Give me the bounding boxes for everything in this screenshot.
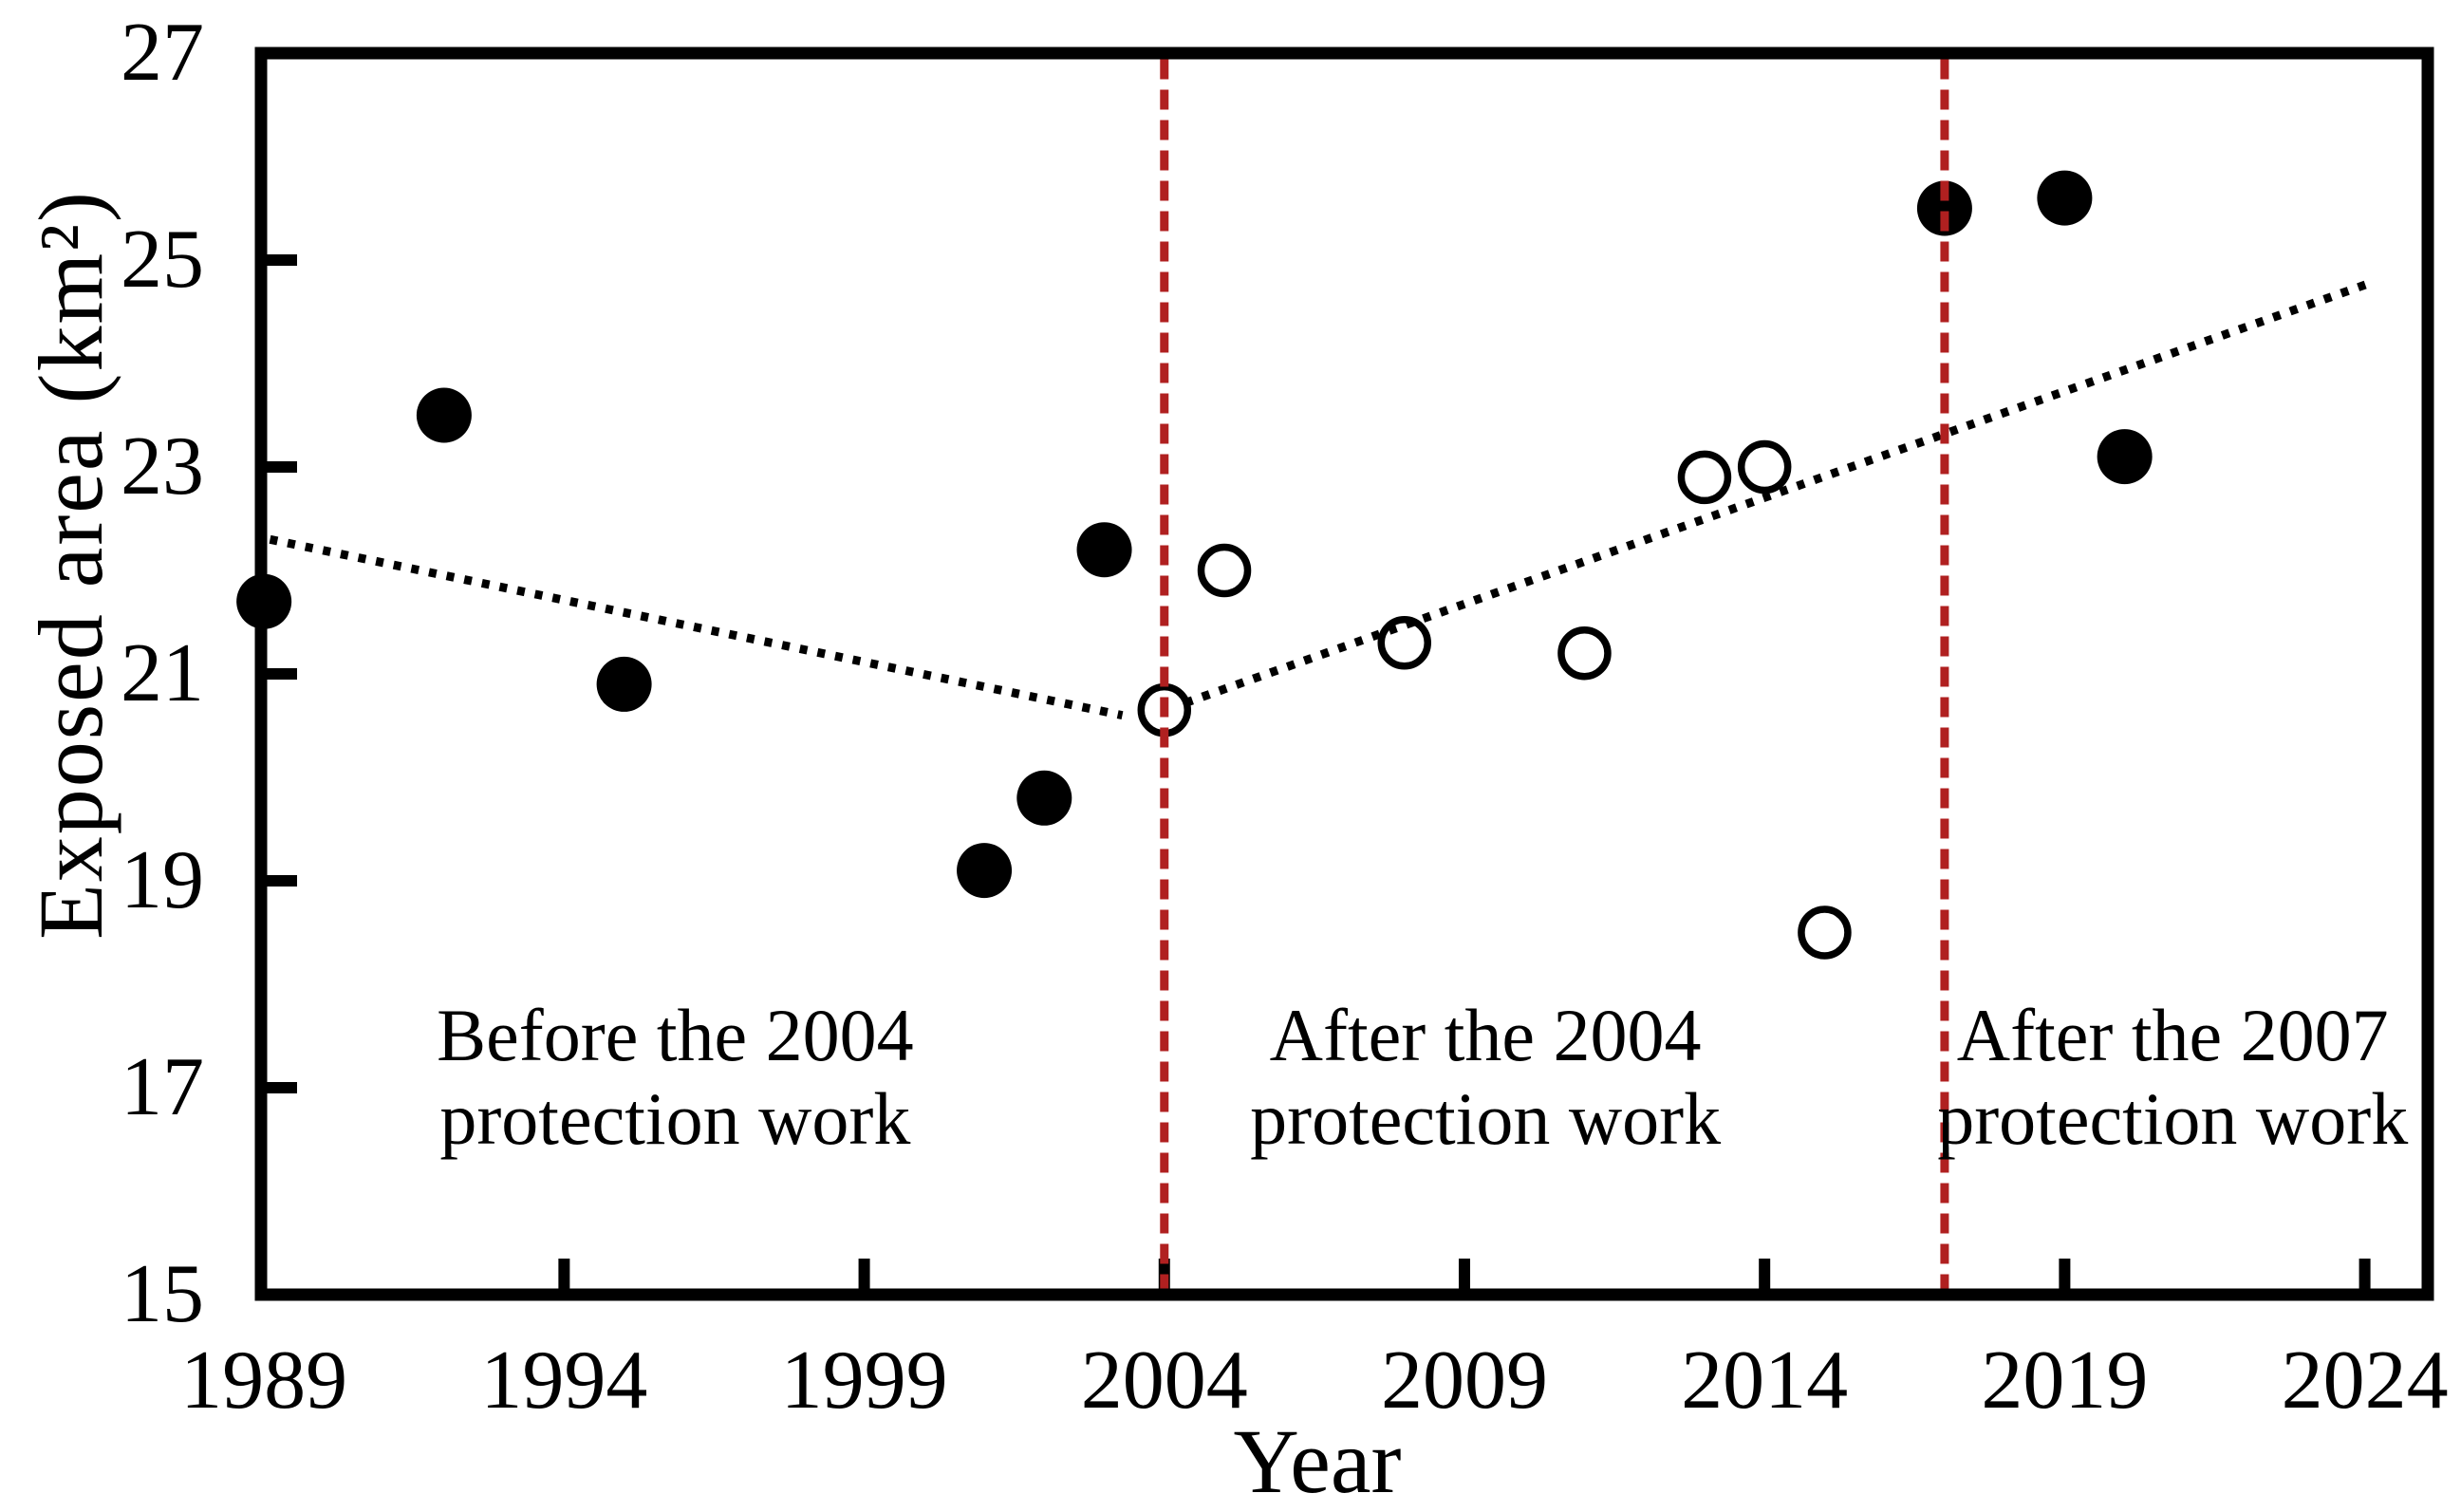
x-axis-title: Year xyxy=(1233,1410,1402,1512)
y-tick-label: 15 xyxy=(121,1248,204,1340)
annotation-after-2004-protection-work: After the 2004 protection work xyxy=(1250,994,1721,1161)
data-point-filled xyxy=(596,656,652,712)
annotation-line: After the 2004 xyxy=(1269,994,1702,1077)
y-tick-label: 23 xyxy=(121,420,204,513)
data-point-filled xyxy=(416,387,472,443)
x-tick-label: 1989 xyxy=(180,1335,348,1427)
y-tick-label: 21 xyxy=(121,627,204,719)
x-tick-label: 1994 xyxy=(480,1335,648,1427)
data-point-open xyxy=(1557,625,1612,681)
data-point-filled xyxy=(236,573,292,629)
declining-trend-before-2004 xyxy=(269,534,1124,720)
x-tick-label: 2024 xyxy=(2281,1335,2449,1427)
annotation-line: protection work xyxy=(1250,1077,1722,1161)
annotation-line: Before the 2004 xyxy=(437,994,914,1077)
rising-trend-after-2004 xyxy=(1184,278,2373,707)
x-tick-label: 2004 xyxy=(1080,1335,1248,1427)
annotation-line: protection work xyxy=(1937,1077,2409,1161)
annotation-line: protection work xyxy=(439,1077,911,1161)
data-point-filled xyxy=(1916,180,1972,236)
y-tick-label: 19 xyxy=(121,834,204,926)
annotation-after-2007-protection-work: After the 2007 protection work xyxy=(1937,994,2408,1161)
y-tick-label: 27 xyxy=(121,7,204,99)
x-tick-label: 2014 xyxy=(1681,1335,1849,1427)
data-point-filled xyxy=(1076,522,1132,578)
y-tick-label: 25 xyxy=(121,214,204,306)
data-point-open xyxy=(1737,439,1792,495)
data-point-filled xyxy=(2097,429,2153,485)
annotation-line: After the 2007 xyxy=(1956,994,2389,1077)
x-tick-label: 1999 xyxy=(780,1335,948,1427)
y-axis-title: Exposed area (km²) xyxy=(20,190,121,940)
data-point-open xyxy=(1798,905,1852,960)
x-tick-label: 2019 xyxy=(1981,1335,2149,1427)
data-point-open xyxy=(1197,543,1252,598)
y-tick-label: 17 xyxy=(121,1041,204,1133)
data-point-filled xyxy=(957,843,1013,899)
x-tick-label: 2009 xyxy=(1380,1335,1548,1427)
data-point-filled xyxy=(1016,770,1072,826)
data-point-filled xyxy=(2037,170,2093,226)
data-point-open xyxy=(1377,616,1431,670)
data-point-open xyxy=(1677,450,1732,505)
annotation-before-2004-protection-work: Before the 2004 protection work xyxy=(437,994,914,1161)
